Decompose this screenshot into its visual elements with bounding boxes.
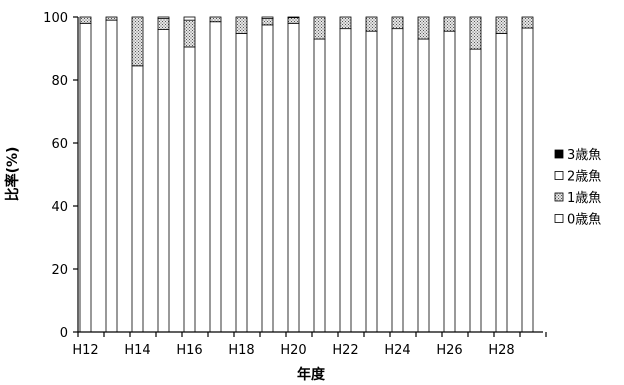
bar-segment-0歳魚 (521, 27, 534, 333)
bar-stack-H15 (157, 16, 170, 333)
bar-stack-H28 (495, 16, 508, 333)
legend-item: 2歳魚 (554, 170, 601, 185)
bar-segment-0歳魚 (287, 22, 300, 333)
bar-stack-H20 (287, 16, 300, 333)
bar-segment-0歳魚 (235, 32, 248, 333)
y-tick-label: 100 (43, 11, 68, 26)
x-tick-label: H20 (280, 343, 306, 358)
bar-stack-H17 (209, 16, 222, 333)
bar-segment-0歳魚 (105, 19, 118, 333)
bar-segment-1歳魚 (105, 16, 118, 21)
bar-segment-1歳魚 (521, 16, 534, 29)
bar-stack-H13 (105, 16, 118, 333)
bar-stack-H26 (443, 16, 456, 333)
bar-segment-1歳魚 (469, 16, 482, 50)
bar-segment-1歳魚 (131, 16, 144, 67)
bar-segment-0歳魚 (365, 30, 378, 333)
bar-segment-2歳魚 (157, 16, 170, 19)
legend: 3歳魚 2歳魚 1歳魚 0歳魚 (554, 148, 601, 228)
legend-item: 3歳魚 (554, 148, 601, 163)
bar-segment-1歳魚 (183, 19, 196, 48)
x-tick-label: H26 (436, 343, 462, 358)
bar-stack-H25 (417, 16, 430, 333)
legend-label: 3歳魚 (567, 148, 601, 163)
legend-swatch (554, 214, 564, 223)
legend-label: 0歳魚 (567, 213, 601, 228)
legend-swatch (554, 171, 564, 180)
bar-stack-H24 (391, 16, 404, 333)
y-tick-label: 40 (51, 200, 68, 215)
legend-label: 1歳魚 (567, 191, 601, 206)
y-tick-label: 20 (51, 263, 68, 278)
bar-segment-0歳魚 (313, 38, 326, 333)
bar-stack-H19 (261, 16, 274, 333)
legend-item: 0歳魚 (554, 213, 601, 228)
x-tick-label: H24 (384, 343, 410, 358)
bar-stack-H27 (469, 16, 482, 333)
bars-layer (79, 16, 534, 333)
bar-segment-1歳魚 (443, 16, 456, 32)
bar-segment-0歳魚 (443, 30, 456, 333)
x-axis-title: 年度 (297, 366, 326, 383)
x-tick-label: H18 (228, 343, 254, 358)
bar-segment-0歳魚 (183, 46, 196, 333)
bar-stack-H14 (131, 16, 144, 333)
bar-segment-2歳魚 (261, 16, 274, 19)
x-tick-label: H28 (488, 343, 514, 358)
x-tick-label: H14 (124, 343, 150, 358)
y-tick-label: 60 (51, 137, 68, 152)
bar-segment-2歳魚 (183, 16, 196, 21)
bar-stack-H29 (521, 16, 534, 333)
bar-segment-0歳魚 (495, 32, 508, 333)
y-tick-label: 0 (60, 326, 68, 341)
y-axis-title: 比率(%) (4, 147, 21, 202)
bar-stack-H16 (183, 16, 196, 333)
legend-swatch (554, 192, 564, 202)
bar-segment-0歳魚 (209, 21, 222, 333)
bar-segment-1歳魚 (365, 16, 378, 32)
bar-segment-1歳魚 (391, 16, 404, 30)
bar-segment-1歳魚 (495, 16, 508, 34)
legend-item: 1歳魚 (554, 191, 601, 206)
bar-stack-H21 (313, 16, 326, 333)
x-tick-label: H16 (176, 343, 202, 358)
bar-segment-0歳魚 (131, 65, 144, 333)
bar-stack-H22 (339, 16, 352, 333)
bar-segment-0歳魚 (417, 38, 430, 333)
bar-segment-0歳魚 (79, 22, 92, 333)
bar-segment-1歳魚 (235, 16, 248, 34)
bar-segment-1歳魚 (339, 16, 352, 30)
bar-segment-1歳魚 (209, 16, 222, 23)
bar-segment-1歳魚 (313, 16, 326, 40)
bar-segment-0歳魚 (391, 28, 404, 333)
bar-segment-2歳魚 (287, 16, 300, 19)
bar-segment-1歳魚 (79, 16, 92, 24)
bar-segment-1歳魚 (157, 18, 170, 31)
bar-stack-H12 (79, 16, 92, 333)
bar-stack-H23 (365, 16, 378, 333)
bar-segment-0歳魚 (261, 24, 274, 333)
bar-stack-H18 (235, 16, 248, 333)
bar-segment-0歳魚 (339, 28, 352, 333)
y-tick-label: 80 (51, 74, 68, 89)
bar-segment-1歳魚 (417, 16, 430, 40)
x-tick-label: H12 (72, 343, 98, 358)
legend-label: 2歳魚 (567, 170, 601, 185)
x-axis-ticks: H12 H14 H16 H18 H20 H22 H24 H26 H28 (72, 332, 547, 358)
bar-segment-1歳魚 (261, 18, 274, 26)
bar-segment-0歳魚 (157, 29, 170, 333)
bar-segment-0歳魚 (469, 48, 482, 333)
x-tick-label: H22 (332, 343, 358, 358)
y-axis-ticks: 0 20 40 60 80 100 (43, 11, 78, 341)
bar-segment-1歳魚 (287, 17, 300, 24)
legend-swatch (554, 149, 564, 159)
